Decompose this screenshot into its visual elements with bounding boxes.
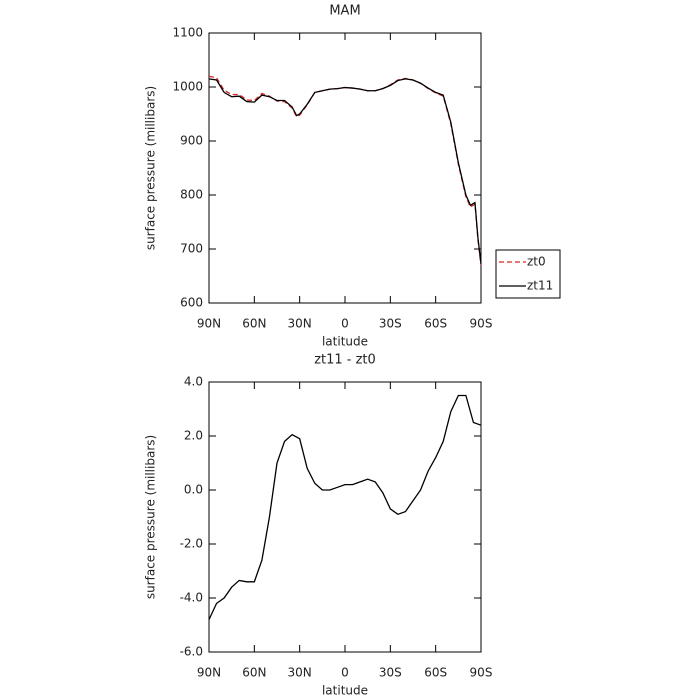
x-tick-label: 0 bbox=[341, 317, 349, 331]
x-tick-label: 60N bbox=[242, 317, 266, 331]
y-tick-label: -4.0 bbox=[180, 591, 203, 605]
x-tick-label: 30N bbox=[288, 317, 312, 331]
y-axis-label: surface pressure (millibars) bbox=[144, 435, 158, 599]
y-tick-label: 1000 bbox=[172, 80, 203, 94]
x-tick-label: 30S bbox=[379, 317, 402, 331]
y-axis-label: surface pressure (millibars) bbox=[144, 86, 158, 250]
y-tick-label: -2.0 bbox=[180, 537, 203, 551]
data-line bbox=[208, 394, 482, 620]
x-axis-label: latitude bbox=[322, 684, 368, 698]
x-tick-label: 90S bbox=[470, 666, 493, 680]
x-axis-label: latitude bbox=[322, 335, 368, 349]
y-tick-label: 800 bbox=[180, 188, 203, 202]
y-tick-label: 0.0 bbox=[184, 483, 203, 497]
x-tick-label: 60S bbox=[424, 317, 447, 331]
legend-label: zt11 bbox=[527, 279, 553, 293]
chart-title: MAM bbox=[329, 4, 360, 19]
y-tick-label: 700 bbox=[180, 242, 203, 256]
x-tick-label: 90N bbox=[197, 666, 221, 680]
legend-label: zt0 bbox=[527, 255, 546, 269]
x-tick-label: 60S bbox=[424, 666, 447, 680]
y-tick-label: 600 bbox=[180, 296, 203, 310]
legend-box bbox=[495, 249, 561, 299]
chart-title: zt11 - zt0 bbox=[314, 353, 376, 368]
y-tick-label: 2.0 bbox=[184, 429, 203, 443]
y-tick-label: 1100 bbox=[172, 26, 203, 40]
y-tick-label: -6.0 bbox=[180, 645, 203, 659]
x-tick-label: 60N bbox=[242, 666, 266, 680]
y-tick-label: 4.0 bbox=[184, 375, 203, 389]
x-tick-label: 90S bbox=[470, 317, 493, 331]
x-tick-label: 90N bbox=[197, 317, 221, 331]
data-line bbox=[208, 78, 482, 265]
y-tick-label: 900 bbox=[180, 134, 203, 148]
data-line bbox=[208, 75, 482, 266]
x-tick-label: 0 bbox=[341, 666, 349, 680]
plot-frame bbox=[208, 32, 482, 304]
x-tick-label: 30N bbox=[288, 666, 312, 680]
x-tick-label: 30S bbox=[379, 666, 402, 680]
plot-frame bbox=[208, 381, 482, 653]
